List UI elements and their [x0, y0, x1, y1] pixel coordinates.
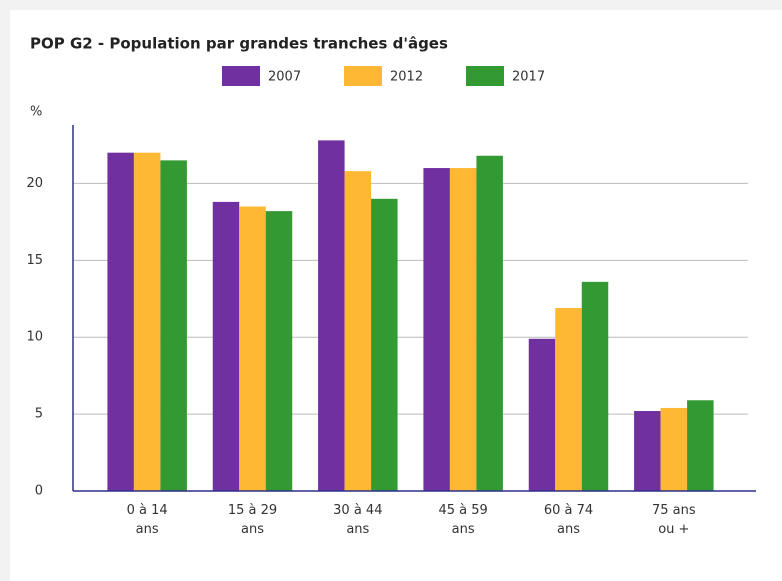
- bar: [555, 308, 582, 491]
- bar: [660, 407, 688, 491]
- bar: [581, 281, 609, 491]
- bar: [318, 140, 345, 491]
- y-tick-label: 15: [26, 253, 43, 268]
- y-tick-label: 20: [26, 176, 43, 191]
- x-tick-line: ans: [452, 522, 475, 537]
- x-tick-label: 30 à 44 ans: [333, 503, 382, 537]
- x-tick-line: ans: [241, 522, 264, 537]
- x-tick-line: 60 à 74: [544, 503, 593, 518]
- x-tick-label: 45 à 59 ans: [439, 503, 488, 537]
- bar: [371, 198, 398, 491]
- bar: [476, 155, 503, 492]
- y-tick-label: 10: [26, 330, 43, 345]
- x-tick-line: 0 à 14: [127, 503, 168, 518]
- x-tick-line: 30 à 44: [333, 503, 382, 518]
- y-axis-label: %: [30, 105, 42, 120]
- bar: [528, 338, 556, 491]
- bar: [212, 201, 240, 492]
- x-tick-line: ou +: [658, 522, 689, 537]
- x-tick-line: 15 à 29: [228, 503, 277, 518]
- x-tick-line: 45 à 59: [439, 503, 488, 518]
- legend-label: 2017: [512, 70, 545, 85]
- y-tick-label: 0: [35, 484, 43, 499]
- legend-label: 2012: [390, 70, 423, 85]
- x-tick-label: 75 ans ou +: [652, 503, 696, 537]
- bar: [344, 171, 372, 491]
- x-tick-line: ans: [136, 522, 159, 537]
- bar: [634, 411, 661, 491]
- bar: [687, 400, 714, 491]
- x-tick-line: 75 ans: [652, 503, 696, 518]
- bar: [239, 206, 266, 491]
- bar: [107, 152, 134, 492]
- bar: [160, 160, 187, 491]
- legend-swatch: [466, 66, 504, 86]
- legend-swatch: [222, 66, 260, 86]
- x-tick-label: 60 à 74 ans: [544, 503, 593, 537]
- x-tick-label: 15 à 29 ans: [228, 503, 277, 537]
- chart-title: POP G2 - Population par grandes tranches…: [30, 35, 448, 53]
- bar: [423, 168, 450, 491]
- legend-label: 2007: [268, 70, 301, 85]
- bar: [265, 211, 293, 491]
- y-tick-label: 5: [35, 407, 43, 422]
- x-tick-label: 0 à 14 ans: [127, 503, 168, 537]
- x-tick-line: ans: [557, 522, 580, 537]
- bar: [133, 152, 161, 492]
- legend-swatch: [344, 66, 382, 86]
- bar: [449, 168, 477, 491]
- x-tick-line: ans: [346, 522, 369, 537]
